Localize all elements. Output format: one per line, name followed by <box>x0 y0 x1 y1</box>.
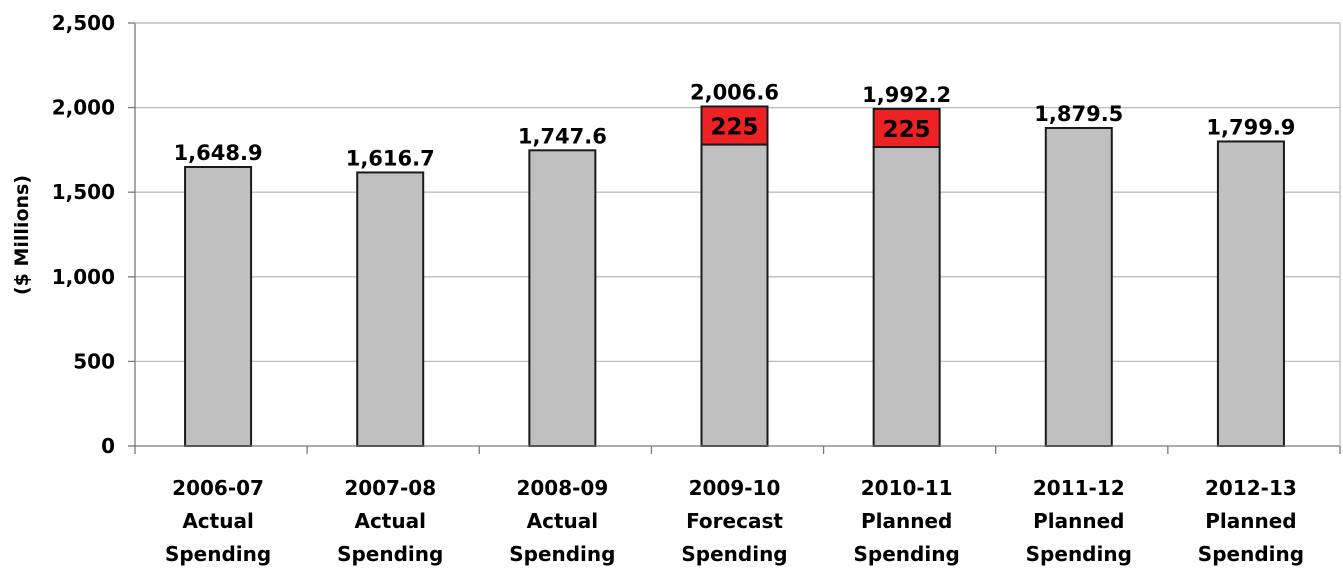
x-tick-label: 2007-08 <box>344 476 436 500</box>
x-tick-label: 2008-09 <box>516 476 608 500</box>
bar-total-label: 2,006.6 <box>690 80 779 104</box>
y-tick-label: 1,000 <box>52 265 115 289</box>
x-tick-label: Planned <box>861 509 952 533</box>
x-tick-label: Actual <box>354 509 425 533</box>
x-tick-label: Spending <box>1198 542 1304 566</box>
bar-total-label: 1,747.6 <box>518 124 607 148</box>
bar-total-label: 1,879.5 <box>1034 102 1123 126</box>
axes <box>128 22 1341 454</box>
x-tick-label: Forecast <box>686 509 783 533</box>
x-tick-label: Spending <box>509 542 615 566</box>
bars <box>184 105 1285 448</box>
x-tick-label: Spending <box>854 542 960 566</box>
x-tick-label: Actual <box>527 509 598 533</box>
bar-segment-base <box>1044 126 1113 448</box>
x-tick-label: Actual <box>182 509 253 533</box>
bar-segment-addition <box>700 105 769 146</box>
labels: 0 500 1,000 1,500 2,000 2,500 1,648.9 2006-07 Ac… <box>52 11 1304 566</box>
y-tick-label: 2,000 <box>52 96 115 120</box>
bar-segment-base <box>184 166 253 447</box>
bar-segment-base <box>700 143 769 447</box>
segment-data-label: 225 <box>883 117 931 143</box>
x-tick-label: Planned <box>1033 509 1124 533</box>
x-tick-label: 2009-10 <box>689 476 781 500</box>
y-tick-label: 500 <box>73 349 115 373</box>
segment-data-label: 225 <box>710 115 758 141</box>
bar-total-label: 1,992.2 <box>862 83 951 107</box>
x-tick-label: Spending <box>1026 542 1132 566</box>
x-tick-label: Spending <box>337 542 443 566</box>
bar-total-label: 1,799.9 <box>1206 115 1295 139</box>
bar-segment-base <box>528 149 597 447</box>
x-tick-label: Spending <box>681 542 787 566</box>
x-tick-label: 2012-13 <box>1205 476 1297 500</box>
y-tick-label: 2,500 <box>52 11 115 35</box>
x-tick-label: Planned <box>1205 509 1296 533</box>
x-tick-label: Spending <box>165 542 271 566</box>
bar-segment-addition <box>872 107 941 148</box>
x-tick-label: 2006-07 <box>172 476 264 500</box>
y-axis-label: ($ Millions) <box>11 175 33 295</box>
bar-segment-base <box>872 145 941 448</box>
bar-segment-base <box>1216 140 1285 448</box>
y-tick-label: 0 <box>101 434 115 458</box>
bar-segment-base <box>356 171 425 448</box>
x-tick-label: 2011-12 <box>1033 476 1125 500</box>
bar-total-label: 1,648.9 <box>174 141 263 165</box>
bar-total-label: 1,616.7 <box>346 146 435 170</box>
y-tick-label: 1,500 <box>52 180 115 204</box>
x-tick-label: 2010-11 <box>861 476 953 500</box>
